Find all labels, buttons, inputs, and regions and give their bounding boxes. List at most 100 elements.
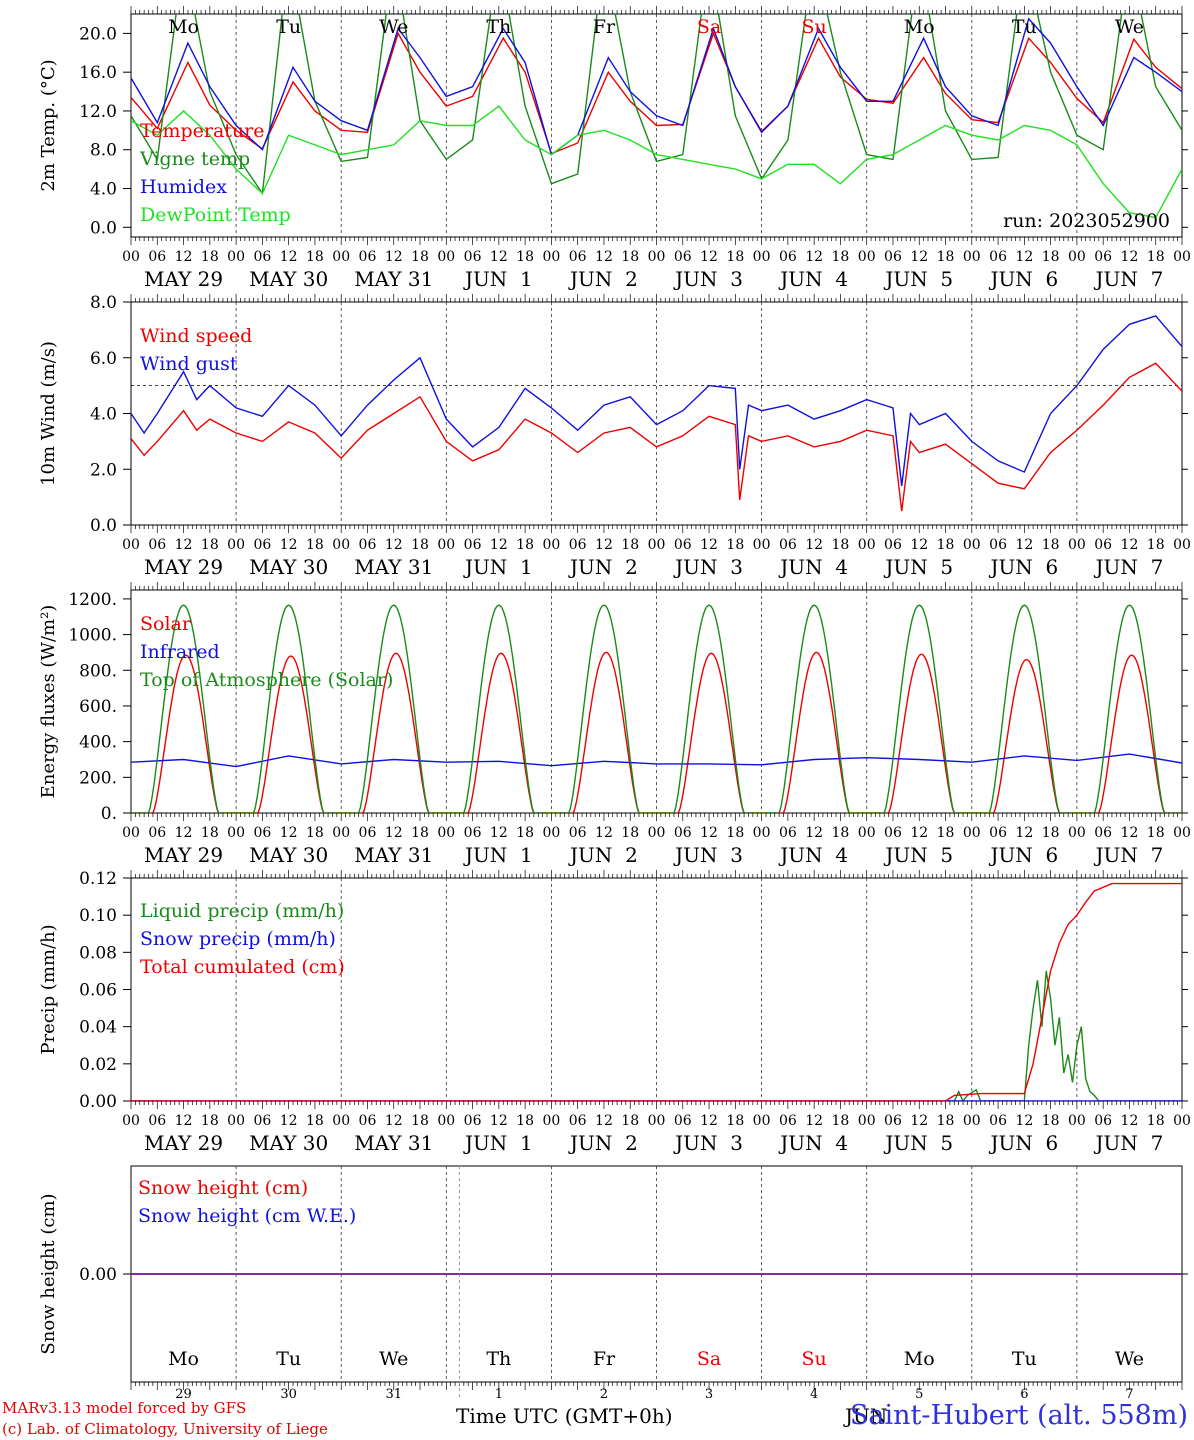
hour-tick-label: 06 bbox=[464, 825, 482, 841]
date-label: MAY 30 bbox=[249, 1131, 328, 1155]
hour-tick-label: 12 bbox=[280, 1113, 298, 1129]
hour-tick-label: 00 bbox=[542, 537, 560, 553]
hour-tick-label: 00 bbox=[648, 537, 666, 553]
hour-tick-label: 06 bbox=[569, 825, 587, 841]
date-label: JUN 2 bbox=[568, 267, 638, 291]
hour-tick-label: 18 bbox=[201, 249, 219, 265]
legend-entry: Total cumulated (cm) bbox=[140, 956, 345, 978]
date-label: JUN 7 bbox=[1094, 267, 1164, 291]
hour-tick-label: 06 bbox=[1094, 1113, 1112, 1129]
hour-tick-label: 12 bbox=[700, 537, 718, 553]
hour-tick-label: 18 bbox=[516, 537, 534, 553]
weekday-label-bottom: We bbox=[1115, 1348, 1144, 1370]
hour-tick-label: 06 bbox=[884, 537, 902, 553]
hour-tick-label: 06 bbox=[884, 825, 902, 841]
legend-entry: Humidex bbox=[140, 176, 227, 198]
date-label: MAY 29 bbox=[144, 843, 223, 867]
hour-tick-label: 00 bbox=[753, 249, 771, 265]
y-axis-label: Energy fluxes (W/m²) bbox=[38, 605, 59, 799]
hour-tick-label: 18 bbox=[937, 537, 955, 553]
weekday-label-bottom: Mo bbox=[168, 1348, 199, 1370]
hour-tick-label: 18 bbox=[1147, 825, 1165, 841]
date-label: MAY 30 bbox=[249, 267, 328, 291]
hour-tick-label: 00 bbox=[963, 537, 981, 553]
hour-tick-label: 18 bbox=[306, 537, 324, 553]
hour-tick-label: 00 bbox=[332, 1113, 350, 1129]
credit-line-1: MARv3.13 model forced by GFS bbox=[2, 1399, 247, 1417]
hour-tick-label: 06 bbox=[989, 537, 1007, 553]
hour-tick-label: 00 bbox=[963, 249, 981, 265]
hour-tick-label: 12 bbox=[490, 249, 508, 265]
hour-tick-label: 18 bbox=[1042, 537, 1060, 553]
series-line-4 bbox=[131, 105, 1182, 219]
hour-tick-label: 18 bbox=[306, 1113, 324, 1129]
hour-tick-label: 18 bbox=[621, 1113, 639, 1129]
hour-tick-label: 12 bbox=[910, 249, 928, 265]
weekday-label-top: Th bbox=[486, 16, 511, 38]
hour-tick-label: 18 bbox=[937, 825, 955, 841]
hour-tick-label: 00 bbox=[542, 825, 560, 841]
hour-tick-label: 00 bbox=[1173, 825, 1191, 841]
date-label: JUN 7 bbox=[1094, 555, 1164, 579]
hour-tick-label: 18 bbox=[937, 1113, 955, 1129]
hour-tick-label: 06 bbox=[253, 825, 271, 841]
y-tick-label: 12.0 bbox=[79, 102, 117, 122]
legend-entry: Snow height (cm W.E.) bbox=[138, 1205, 356, 1227]
hour-tick-label: 18 bbox=[516, 825, 534, 841]
hour-tick-label: 06 bbox=[569, 1113, 587, 1129]
hour-tick-label: 12 bbox=[280, 537, 298, 553]
hour-tick-label: 18 bbox=[1147, 537, 1165, 553]
series-line-3 bbox=[131, 17, 1182, 156]
hour-tick-label: 18 bbox=[621, 825, 639, 841]
y-tick-label: 4.0 bbox=[90, 405, 117, 425]
panel-1: 0.0 4.0 8.0 12.0 16.0 20.0 2m Temp. (°C) Temper… bbox=[38, 6, 1191, 291]
legend-entry: Temperature bbox=[140, 120, 264, 142]
panel-2: 0.0 2.0 4.0 6.0 8.0 10m Wind (m/s) Wind speed W… bbox=[38, 293, 1191, 579]
date-label: JUN 4 bbox=[778, 843, 848, 867]
weekday-label-bottom: Sa bbox=[697, 1348, 721, 1370]
y-axis-label: 2m Temp. (°C) bbox=[38, 59, 59, 191]
date-label: JUN 1 bbox=[463, 267, 533, 291]
hour-tick-label: 00 bbox=[648, 249, 666, 265]
date-label: JUN 6 bbox=[988, 267, 1058, 291]
hour-tick-label: 12 bbox=[910, 1113, 928, 1129]
legend-entry: Vigne temp bbox=[139, 148, 250, 170]
date-label: JUN 4 bbox=[778, 1131, 848, 1155]
day-number-label: 5 bbox=[915, 1387, 923, 1402]
hour-tick-label: 00 bbox=[753, 1113, 771, 1129]
y-tick-label: 16.0 bbox=[79, 63, 117, 83]
y-tick-label: 8.0 bbox=[90, 141, 117, 161]
hour-tick-label: 12 bbox=[595, 825, 613, 841]
y-tick-label: 0.04 bbox=[79, 1018, 117, 1038]
y-tick-label: 0.00 bbox=[79, 1265, 117, 1285]
hour-tick-label: 12 bbox=[595, 537, 613, 553]
hour-tick-label: 06 bbox=[674, 825, 692, 841]
date-label: MAY 29 bbox=[144, 267, 223, 291]
date-label: JUN 1 bbox=[463, 843, 533, 867]
weekday-label-bottom: Fr bbox=[593, 1348, 616, 1370]
date-label: JUN 5 bbox=[883, 555, 953, 579]
date-label: JUN 4 bbox=[778, 555, 848, 579]
hour-tick-label: 06 bbox=[148, 249, 166, 265]
hour-tick-label: 06 bbox=[569, 537, 587, 553]
y-tick-label: 0.06 bbox=[79, 981, 117, 1001]
hour-tick-label: 00 bbox=[648, 825, 666, 841]
weekday-label-bottom: Tu bbox=[276, 1348, 301, 1370]
y-tick-label: 600. bbox=[79, 697, 117, 717]
y-tick-label: 1000. bbox=[68, 626, 117, 646]
hour-tick-label: 18 bbox=[1042, 825, 1060, 841]
panel-5: 0.00 Snow height (cm) Snow height (cm) Snow… bbox=[38, 1165, 1188, 1390]
day-number-label: 29 bbox=[175, 1387, 192, 1402]
hour-tick-label: 00 bbox=[1068, 1113, 1086, 1129]
credit-line-2: (c) Lab. of Climatology, University of L… bbox=[2, 1420, 328, 1438]
day-number-label: 4 bbox=[810, 1387, 818, 1402]
hour-tick-label: 06 bbox=[359, 537, 377, 553]
hour-tick-label: 12 bbox=[910, 537, 928, 553]
hour-tick-label: 06 bbox=[779, 537, 797, 553]
hour-tick-label: 00 bbox=[753, 537, 771, 553]
legend-entry: Snow height (cm) bbox=[138, 1177, 308, 1199]
hour-tick-label: 18 bbox=[516, 249, 534, 265]
hour-tick-label: 12 bbox=[1015, 249, 1033, 265]
plot-frame bbox=[130, 301, 1183, 526]
hour-tick-label: 12 bbox=[910, 825, 928, 841]
